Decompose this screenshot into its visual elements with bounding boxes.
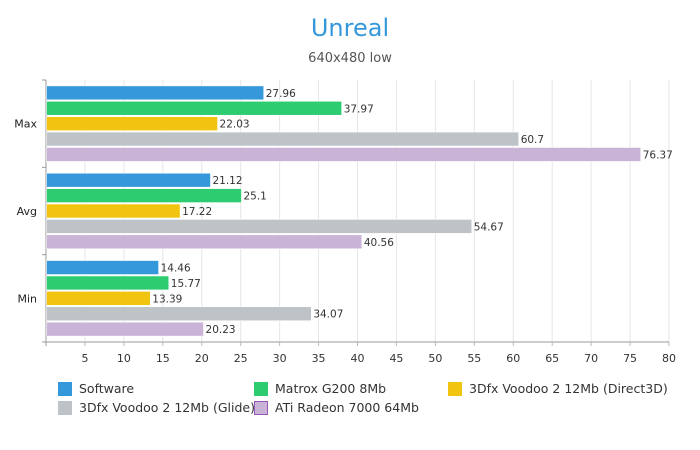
bar-value-label: 20.23 (206, 324, 236, 336)
bar-avg-0 (46, 172, 211, 188)
bar-max-0 (46, 85, 265, 101)
bar-min-0 (46, 260, 159, 275)
bar-max-3 (46, 131, 520, 147)
y-category-label: Avg (17, 205, 37, 218)
y-category-label: Max (14, 118, 37, 131)
bar-min-1 (46, 275, 170, 291)
legend-swatch (254, 400, 268, 415)
legend-swatch (58, 381, 72, 396)
bar-value-label: 60.7 (521, 134, 544, 146)
x-tick-label: 50 (428, 352, 442, 365)
bar-value-label: 76.37 (643, 149, 673, 161)
bar-max-1 (46, 100, 342, 116)
bar-value-label: 40.56 (364, 237, 394, 249)
x-tick-label: 60 (506, 352, 520, 365)
legend-item[interactable]: 3Dfx Voodoo 2 12Mb (Glide) (58, 400, 255, 415)
bar-value-label: 14.46 (161, 263, 191, 275)
x-tick-label: 45 (389, 352, 403, 365)
bar-avg-3 (46, 219, 473, 234)
x-tick-label: 65 (545, 352, 559, 365)
legend-label: 3Dfx Voodoo 2 12Mb (Glide) (79, 400, 255, 415)
bar-value-label: 54.67 (474, 221, 504, 233)
chart-subtitle: 640x480 low (308, 51, 392, 66)
chart-title: Unreal (310, 14, 390, 42)
x-tick-label: 35 (312, 352, 326, 365)
y-category-label: Min (17, 292, 37, 305)
legend-swatch (448, 381, 462, 396)
bar-value-label: 22.03 (220, 119, 250, 131)
x-tick-label: 10 (117, 352, 131, 365)
legend-swatch (254, 381, 268, 396)
x-tick-label: 20 (195, 352, 209, 365)
legend-item[interactable]: ATi Radeon 7000 64Mb (254, 400, 419, 415)
bar-min-4 (46, 321, 204, 337)
legend-item[interactable]: Software (58, 381, 134, 396)
bar-avg-2 (46, 203, 181, 219)
x-tick-label: 75 (623, 352, 637, 365)
bar-value-label: 34.07 (313, 309, 343, 321)
bar-value-label: 37.97 (344, 103, 374, 115)
bar-value-label: 25.1 (243, 191, 266, 203)
bar-max-4 (46, 147, 642, 162)
legend-item[interactable]: 3Dfx Voodoo 2 12Mb (Direct3D) (448, 381, 668, 396)
bar-min-2 (46, 291, 151, 306)
legend-label: ATi Radeon 7000 64Mb (275, 400, 419, 415)
bar-value-label: 21.12 (212, 175, 242, 187)
x-tick-label: 70 (584, 352, 598, 365)
legend-item[interactable]: Matrox G200 8Mb (254, 381, 386, 396)
legend-label: Software (79, 381, 135, 396)
x-tick-label: 5 (81, 352, 88, 365)
bar-value-label: 15.77 (171, 278, 201, 290)
x-tick-label: 15 (156, 352, 170, 365)
bar-value-label: 13.39 (152, 293, 182, 305)
legend-label: Matrox G200 8Mb (275, 381, 387, 396)
bar-avg-4 (46, 234, 363, 250)
bar-avg-1 (46, 188, 242, 203)
bar-value-label: 17.22 (182, 206, 212, 218)
x-tick-label: 30 (273, 352, 287, 365)
bar-value-label: 27.96 (266, 88, 296, 100)
bar-min-3 (46, 306, 312, 322)
x-tick-label: 80 (662, 352, 676, 365)
x-tick-label: 40 (351, 352, 365, 365)
legend-label: 3Dfx Voodoo 2 12Mb (Direct3D) (469, 381, 668, 396)
x-tick-label: 25 (234, 352, 248, 365)
legend-swatch (58, 400, 72, 415)
x-tick-label: 55 (467, 352, 481, 365)
bar-max-2 (46, 116, 218, 131)
